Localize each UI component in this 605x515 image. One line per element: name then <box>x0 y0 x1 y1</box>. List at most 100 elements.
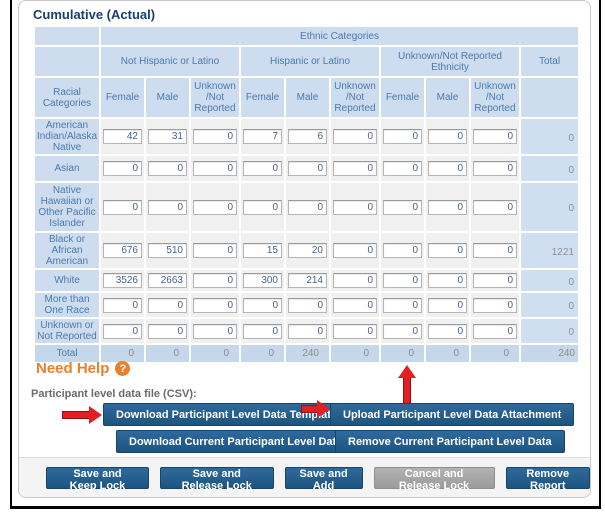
count-input[interactable] <box>103 199 142 215</box>
count-input[interactable] <box>103 129 142 144</box>
count-input[interactable] <box>243 161 282 176</box>
count-input[interactable] <box>103 297 142 313</box>
save-and-add-button[interactable]: Save and Add <box>284 466 363 492</box>
count-input[interactable] <box>193 297 237 313</box>
count-input[interactable] <box>243 199 282 215</box>
count-input[interactable] <box>428 161 467 176</box>
count-input[interactable] <box>428 243 467 258</box>
data-cell <box>426 156 469 181</box>
count-input[interactable] <box>428 129 467 144</box>
column-total: 0 <box>146 345 189 362</box>
count-input[interactable] <box>333 297 377 313</box>
count-input[interactable] <box>333 161 377 176</box>
save-and-release-lock-button[interactable]: Save and Release Lock <box>159 466 274 492</box>
remove-current-participant-level-data-button[interactable]: Remove Current Participant Level Data <box>335 430 565 453</box>
count-input[interactable] <box>473 199 517 215</box>
count-input[interactable] <box>148 273 187 288</box>
data-cell <box>241 293 284 317</box>
count-input[interactable] <box>193 161 237 176</box>
count-input[interactable] <box>473 161 517 176</box>
upload-participant-level-data-attachment-button[interactable]: Upload Participant Level Data Attachment <box>330 403 575 426</box>
column-header-unknown: Unknown /Not Reported <box>331 78 379 117</box>
count-input[interactable] <box>288 323 327 339</box>
count-input[interactable] <box>148 243 187 258</box>
count-input[interactable] <box>288 129 327 144</box>
count-input[interactable] <box>243 273 282 288</box>
question-mark-icon[interactable]: ? <box>115 361 131 376</box>
count-input[interactable] <box>383 161 422 176</box>
count-input[interactable] <box>383 129 422 144</box>
count-input[interactable] <box>243 243 282 258</box>
data-cell <box>471 319 519 343</box>
count-input[interactable] <box>148 161 187 176</box>
count-input[interactable] <box>383 297 422 313</box>
count-input[interactable] <box>148 297 187 313</box>
count-input[interactable] <box>243 323 282 339</box>
column-total: 240 <box>286 345 329 362</box>
table-row: White 0 <box>35 270 578 291</box>
count-input[interactable] <box>333 273 377 288</box>
count-input[interactable] <box>333 243 377 258</box>
count-input[interactable] <box>473 323 517 339</box>
count-input[interactable] <box>383 199 422 215</box>
count-input[interactable] <box>288 273 327 288</box>
data-cell <box>426 293 469 317</box>
save-and-keep-lock-button[interactable]: Save and Keep Lock <box>46 466 149 492</box>
count-input[interactable] <box>103 243 142 258</box>
data-cell <box>191 270 239 291</box>
table-row: Black or African American 1221 <box>35 233 578 268</box>
count-input[interactable] <box>428 273 467 288</box>
data-cell <box>241 156 284 181</box>
count-input[interactable] <box>333 199 377 215</box>
remove-report-button[interactable]: Remove Report <box>505 466 591 492</box>
data-cell <box>426 270 469 291</box>
count-input[interactable] <box>193 273 237 288</box>
count-input[interactable] <box>288 161 327 176</box>
data-cell <box>286 293 329 317</box>
count-input[interactable] <box>148 323 187 339</box>
data-cell <box>101 233 144 268</box>
count-input[interactable] <box>383 323 422 339</box>
count-input[interactable] <box>148 199 187 215</box>
count-input[interactable] <box>288 297 327 313</box>
count-input[interactable] <box>193 323 237 339</box>
annotation-arrow-right-icon <box>301 400 330 418</box>
count-input[interactable] <box>193 243 237 258</box>
count-input[interactable] <box>103 273 142 288</box>
download-participant-level-data-template-button[interactable]: Download Participant Level Data Template <box>103 403 351 426</box>
row-total: 0 <box>521 270 578 291</box>
count-input[interactable] <box>333 129 377 144</box>
count-input[interactable] <box>103 323 142 339</box>
annotation-arrow-right-icon <box>62 406 102 424</box>
count-input[interactable] <box>473 273 517 288</box>
count-input[interactable] <box>383 243 422 258</box>
count-input[interactable] <box>288 243 327 258</box>
count-input[interactable] <box>473 243 517 258</box>
count-input[interactable] <box>243 297 282 313</box>
column-total: 0 <box>241 345 284 362</box>
count-input[interactable] <box>193 129 237 144</box>
data-cell <box>146 319 189 343</box>
count-input[interactable] <box>473 297 517 313</box>
cancel-and-release-lock-button[interactable]: Cancel and Release Lock <box>373 466 495 492</box>
count-input[interactable] <box>148 129 187 144</box>
count-input[interactable] <box>428 199 467 215</box>
arrow-head <box>317 400 330 418</box>
data-cell <box>331 270 379 291</box>
download-current-participant-level-data-button[interactable]: Download Current Participant Level Data <box>116 430 356 453</box>
count-input[interactable] <box>243 129 282 144</box>
data-cell <box>286 156 329 181</box>
data-cell <box>191 156 239 181</box>
count-input[interactable] <box>288 199 327 215</box>
count-input[interactable] <box>333 323 377 339</box>
data-cell <box>381 233 424 268</box>
count-input[interactable] <box>383 273 422 288</box>
data-cell <box>101 119 144 154</box>
count-input[interactable] <box>428 297 467 313</box>
count-input[interactable] <box>428 323 467 339</box>
count-input[interactable] <box>193 199 237 215</box>
need-help-link[interactable]: Need Help ? <box>36 360 131 377</box>
arrow-shaft <box>62 411 89 419</box>
count-input[interactable] <box>473 129 517 144</box>
count-input[interactable] <box>103 161 142 176</box>
